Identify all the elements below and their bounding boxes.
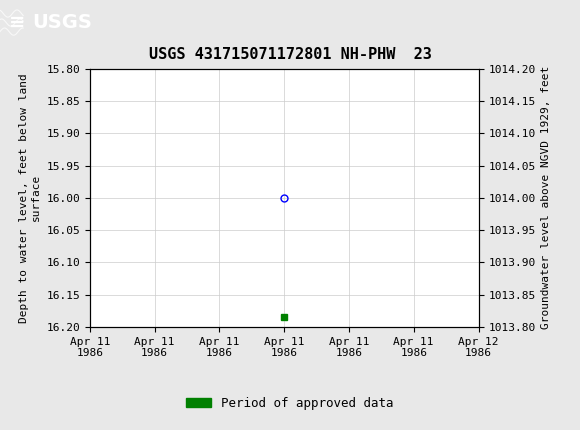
Legend: Period of approved data: Period of approved data (181, 392, 399, 415)
Text: ≡: ≡ (9, 13, 25, 32)
Text: USGS 431715071172801 NH-PHW  23: USGS 431715071172801 NH-PHW 23 (148, 47, 432, 62)
Text: USGS: USGS (32, 13, 92, 32)
Y-axis label: Groundwater level above NGVD 1929, feet: Groundwater level above NGVD 1929, feet (541, 66, 551, 329)
Y-axis label: Depth to water level, feet below land
surface: Depth to water level, feet below land su… (19, 73, 41, 322)
